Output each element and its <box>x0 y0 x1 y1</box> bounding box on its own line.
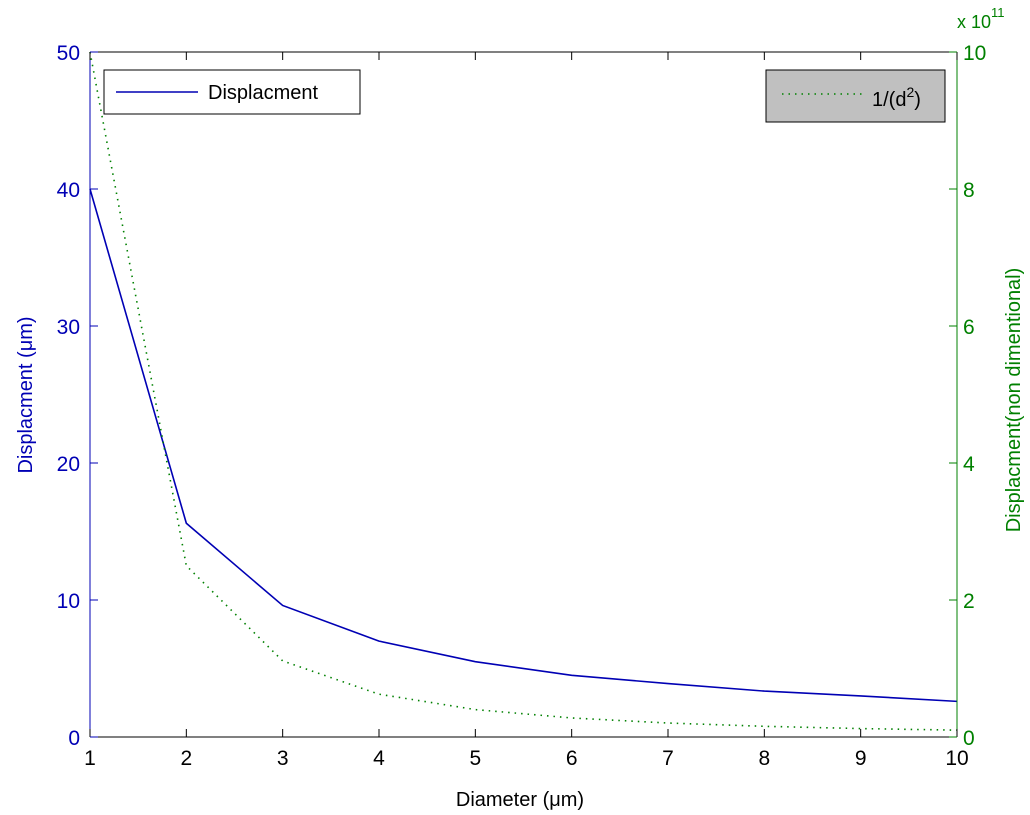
y-right-axis-label: Displacment(non dimentional) <box>1003 268 1025 533</box>
y-right-multiplier-exponent: 11 <box>991 5 1005 20</box>
y-left-tick-label: 0 <box>68 727 80 750</box>
y-right-tick-label: 6 <box>963 316 975 339</box>
y-left-tick-label: 30 <box>57 316 80 339</box>
x-tick-label: 9 <box>855 747 867 770</box>
legend-right-label-suffix: ) <box>914 89 921 111</box>
x-tick-label: 8 <box>758 747 770 770</box>
y-left-tick-label: 50 <box>57 42 80 65</box>
y-left-axis-label: Displacment (μm) <box>15 316 37 473</box>
axes-layer <box>89 51 958 738</box>
series-displacement-line <box>89 188 958 703</box>
y-left-tick-label: 10 <box>57 590 80 613</box>
y-right-tick-label: 4 <box>963 453 975 476</box>
legend-right-label-prefix: 1/(d <box>872 89 906 111</box>
y-right-tick-label: 2 <box>963 590 975 613</box>
x-tick-label: 7 <box>662 747 674 770</box>
x-tick-label: 6 <box>566 747 578 770</box>
y-right-tick-label: 10 <box>963 42 986 65</box>
legend-right-label-sup: 2 <box>906 84 914 100</box>
x-tick-label: 5 <box>469 747 481 770</box>
legend-left: Displacment <box>103 69 361 115</box>
y-left-tick-label: 20 <box>57 453 80 476</box>
legend-left-label: Displacment <box>208 82 318 104</box>
x-tick-label: 1 <box>84 747 96 770</box>
x-tick-label: 4 <box>373 747 385 770</box>
series-layer <box>89 51 958 731</box>
plot-area <box>90 52 957 737</box>
y-right-multiplier: x 1011 <box>957 5 1005 32</box>
legend-right-box <box>765 69 946 123</box>
legend-right: 1/(d2) <box>765 69 946 123</box>
x-axis-label: Diameter (μm) <box>456 789 584 811</box>
x-tick-label: 10 <box>945 747 968 770</box>
y-right-tick-label: 0 <box>963 727 975 750</box>
y-right-tick-label: 8 <box>963 179 975 202</box>
x-tick-label: 3 <box>277 747 289 770</box>
y-left-tick-label: 40 <box>57 179 80 202</box>
legend-right-label: 1/(d2) <box>872 84 921 111</box>
x-tick-label: 2 <box>180 747 192 770</box>
y-right-multiplier-base: x 10 <box>957 12 991 32</box>
